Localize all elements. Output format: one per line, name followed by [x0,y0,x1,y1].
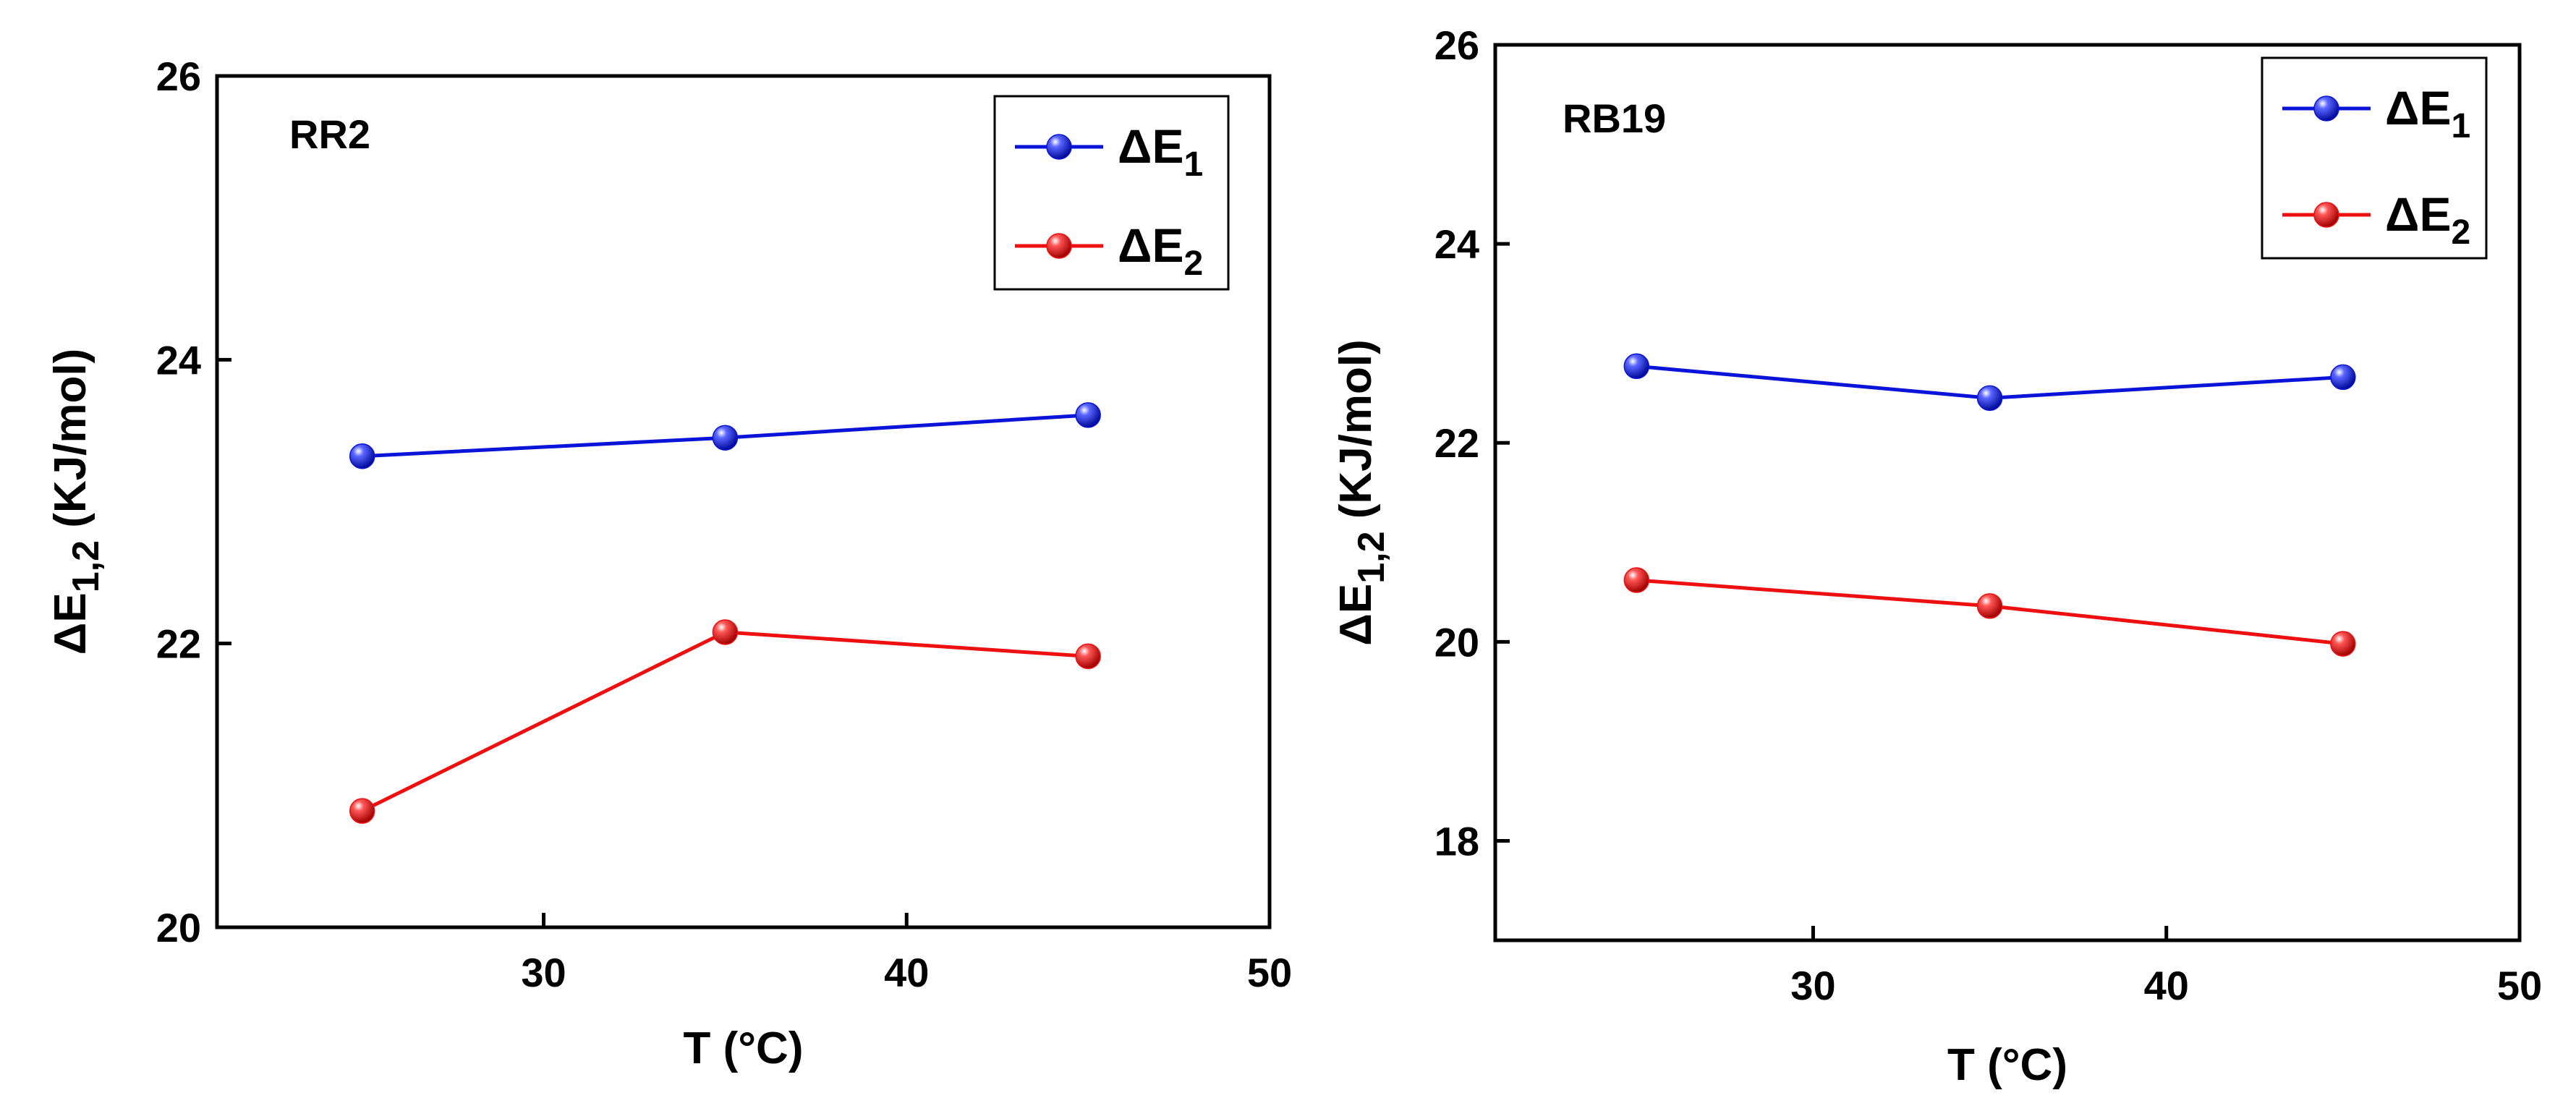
data-point-ΔE1 [1075,402,1101,428]
x-tick-label: 30 [521,950,566,995]
panel-label: RR2 [289,111,370,157]
y-axis-title-sub: 1,2 [1351,532,1393,584]
x-tick-label: 30 [1790,963,1835,1008]
y-axis-title: ΔE1,2 (KJ/mol) [46,349,107,655]
legend-label-main: ΔE [2385,81,2451,135]
legend-label: ΔE1 [2385,81,2470,145]
y-tick-label: 24 [1434,221,1479,267]
x-tick-label: 50 [2497,963,2542,1008]
legend-marker [1046,233,1072,259]
legend-label-main: ΔE [1118,218,1183,272]
data-point-ΔE2 [1075,643,1101,670]
data-point-ΔE2 [1976,593,2003,619]
legend-marker [2313,95,2339,122]
legend-label-sub: 1 [2451,107,2470,145]
legend-label-main: ΔE [2385,187,2451,241]
panel-label: RB19 [1563,95,1666,141]
plot-frame [1493,43,2522,942]
y-tick-label: 26 [156,54,201,99]
data-point-ΔE1 [712,425,739,451]
y-tick-label: 22 [156,621,201,667]
y-tick-label: 22 [1434,420,1479,466]
legend-label: ΔE2 [1118,218,1203,283]
y-axis-title-main: ΔE [1331,584,1381,646]
y-axis-title: ΔE1,2 (KJ/mol) [1331,339,1393,645]
data-point-ΔE1 [349,443,375,469]
y-axis-title-unit: (KJ/mol) [46,349,95,540]
data-point-ΔE1 [1623,353,1650,380]
y-tick-label: 26 [1434,22,1479,68]
data-point-ΔE2 [712,619,739,645]
y-axis-title-unit: (KJ/mol) [1331,339,1381,531]
legend-marker [2313,202,2339,228]
x-tick-label: 40 [884,950,929,995]
x-axis-title: T (°C) [1947,1040,2067,1090]
y-axis-title-main: ΔE [46,592,95,655]
y-tick-label: 24 [156,337,201,383]
legend-marker [1046,134,1072,160]
x-axis-title: T (°C) [684,1023,804,1073]
data-point-ΔE1 [1976,385,2003,412]
y-tick-label: 20 [1434,619,1479,665]
x-tick-label: 40 [2144,963,2189,1008]
plot-frame [215,74,1272,929]
y-tick-label: 18 [1434,818,1479,864]
legend-box [993,95,1230,291]
data-point-ΔE2 [2330,631,2356,657]
y-tick-label: 20 [156,905,201,950]
legend-box [2261,56,2488,260]
legend-label-sub: 2 [1183,244,1203,283]
legend-label: ΔE2 [2385,187,2470,252]
legend-label: ΔE1 [1118,119,1203,184]
legend-label-sub: 2 [2451,213,2470,252]
series-line-ΔE2 [361,630,1089,813]
legend-label-main: ΔE [1118,119,1183,173]
x-tick-label: 50 [1247,950,1292,995]
y-axis-title-sub: 1,2 [65,540,107,592]
legend-label-sub: 1 [1183,145,1203,184]
data-point-ΔE1 [2330,364,2356,391]
data-point-ΔE2 [1623,567,1650,593]
data-point-ΔE2 [349,798,375,824]
